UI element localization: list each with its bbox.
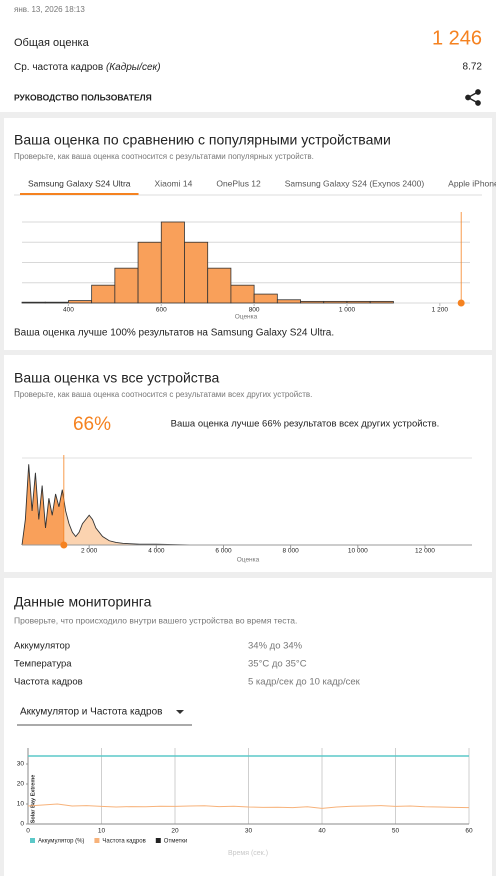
- fps: 8.72: [463, 62, 483, 73]
- x-tick-label: 60: [465, 828, 473, 835]
- x-axis-label: Оценка: [235, 314, 258, 321]
- histogram-bar: [346, 300, 371, 304]
- score-marker: [457, 299, 465, 307]
- histogram-bar: [369, 300, 394, 304]
- all-subtitle: Проверьте, как ваша оценка соотносится с…: [14, 390, 312, 399]
- x-tick-label: 800: [249, 307, 260, 314]
- y-axis-label: Solar Bay Extreme: [30, 775, 36, 824]
- distribution-line: [21, 464, 459, 546]
- legend-label: Отметки: [164, 839, 187, 845]
- area-above-score: [63, 499, 459, 545]
- x-axis-label: Время (сек.): [228, 850, 268, 857]
- stat-value: 34% до 34%: [248, 641, 303, 652]
- legend-label: Аккумулятор (%): [38, 839, 84, 845]
- tab[interactable]: Samsung Galaxy S24 Ultra: [28, 178, 131, 188]
- histogram-bar: [207, 267, 232, 304]
- x-tick-label: 0: [26, 828, 30, 835]
- stat-value: 5 кадр/сек до 10 кадр/сек: [248, 677, 361, 688]
- tab[interactable]: Apple iPhone 15 Pro: [448, 178, 496, 188]
- histogram-bar: [114, 267, 139, 304]
- histogram-bar: [137, 241, 162, 304]
- x-axis-label: Оценка: [237, 557, 260, 564]
- dropdown[interactable]: Аккумулятор и Частота кадров: [20, 707, 162, 718]
- dropdown-arrow[interactable]: [176, 710, 184, 714]
- histogram-bar: [44, 301, 69, 304]
- x-tick-label: 10: [98, 828, 106, 835]
- date: янв. 13, 2026 18:13: [14, 5, 85, 14]
- y-tick-label: 20: [17, 781, 25, 788]
- x-tick-label: 1 000: [339, 307, 356, 314]
- histogram-bar: [253, 293, 278, 304]
- tab[interactable]: Xiaomi 14: [155, 178, 193, 188]
- summary-card: [0, 0, 496, 112]
- x-tick-label: 600: [156, 307, 167, 314]
- fps-label: Ср. частота кадров (Кадры/сек): [14, 62, 161, 73]
- fps-unit: (Кадры/сек): [106, 62, 161, 73]
- x-tick-label: 10 000: [348, 548, 368, 555]
- percent: 66%: [73, 414, 111, 435]
- stat-label: Аккумулятор: [14, 641, 70, 652]
- histogram-bar: [300, 300, 325, 304]
- stat-value: 35°C до 35°C: [248, 659, 307, 670]
- x-tick-label: 20: [171, 828, 179, 835]
- legend-label: Частота кадров: [102, 839, 145, 845]
- x-tick-label: 6 000: [215, 548, 232, 555]
- legend-swatch: [155, 838, 161, 843]
- share-icon[interactable]: [465, 89, 481, 106]
- x-tick-label: 4 000: [148, 548, 165, 555]
- score: 1 246: [432, 27, 482, 49]
- histogram-bar: [91, 284, 116, 304]
- monitoring-subtitle: Проверьте, что происходило внутри вашего…: [14, 615, 297, 625]
- histogram-bar: [68, 300, 93, 304]
- area-below-score: [22, 464, 64, 545]
- y-tick-label: 0: [20, 821, 24, 828]
- x-tick-label: 400: [63, 307, 74, 314]
- comparison-subtitle: Проверьте, как ваша оценка соотносится с…: [14, 152, 314, 161]
- histogram-bar: [323, 300, 348, 304]
- all-title: Ваша оценка vs все устройства: [14, 370, 219, 386]
- comparison-title: Ваша оценка по сравнению с популярными у…: [14, 132, 391, 148]
- guide-link[interactable]: РУКОВОДСТВО ПОЛЬЗОВАТЕЛЯ: [14, 92, 152, 102]
- legend-swatch: [94, 838, 100, 843]
- x-tick-label: 50: [392, 828, 400, 835]
- legend-swatch: [30, 838, 35, 843]
- x-tick-label: 40: [318, 828, 326, 835]
- tab[interactable]: Samsung Galaxy S24 (Exynos 2400): [285, 178, 425, 188]
- stat-label: Частота кадров: [14, 677, 83, 688]
- x-tick-label: 12 000: [415, 548, 435, 555]
- x-tick-label: 30: [245, 828, 253, 835]
- histogram-bar: [160, 221, 185, 304]
- tab[interactable]: OnePlus 12: [216, 178, 261, 188]
- histogram-bar: [276, 299, 301, 304]
- y-tick-label: 10: [17, 801, 25, 808]
- x-tick-label: 1 200: [432, 307, 449, 314]
- y-tick-label: 30: [17, 761, 25, 768]
- histogram-bar: [184, 241, 209, 304]
- x-tick-label: 8 000: [283, 548, 300, 555]
- histogram-bar: [21, 301, 46, 304]
- score-marker: [60, 541, 68, 549]
- score-label: Общая оценка: [14, 37, 90, 49]
- stat-label: Температура: [14, 659, 72, 670]
- fps-label-text: Ср. частота кадров: [14, 62, 103, 73]
- monitoring-title: Данные мониторинга: [14, 594, 152, 610]
- histogram-bar: [230, 284, 255, 304]
- comparison-result: Ваша оценка лучше 100% результатов на Sa…: [14, 328, 334, 339]
- tab-indicator: [20, 193, 139, 195]
- x-tick-label: 2 000: [81, 548, 98, 555]
- series-line: [27, 803, 470, 809]
- all-result: Ваша оценка лучше 66% результатов всех д…: [171, 419, 440, 430]
- comparison-card: [4, 118, 492, 350]
- monitoring-card: [4, 578, 492, 876]
